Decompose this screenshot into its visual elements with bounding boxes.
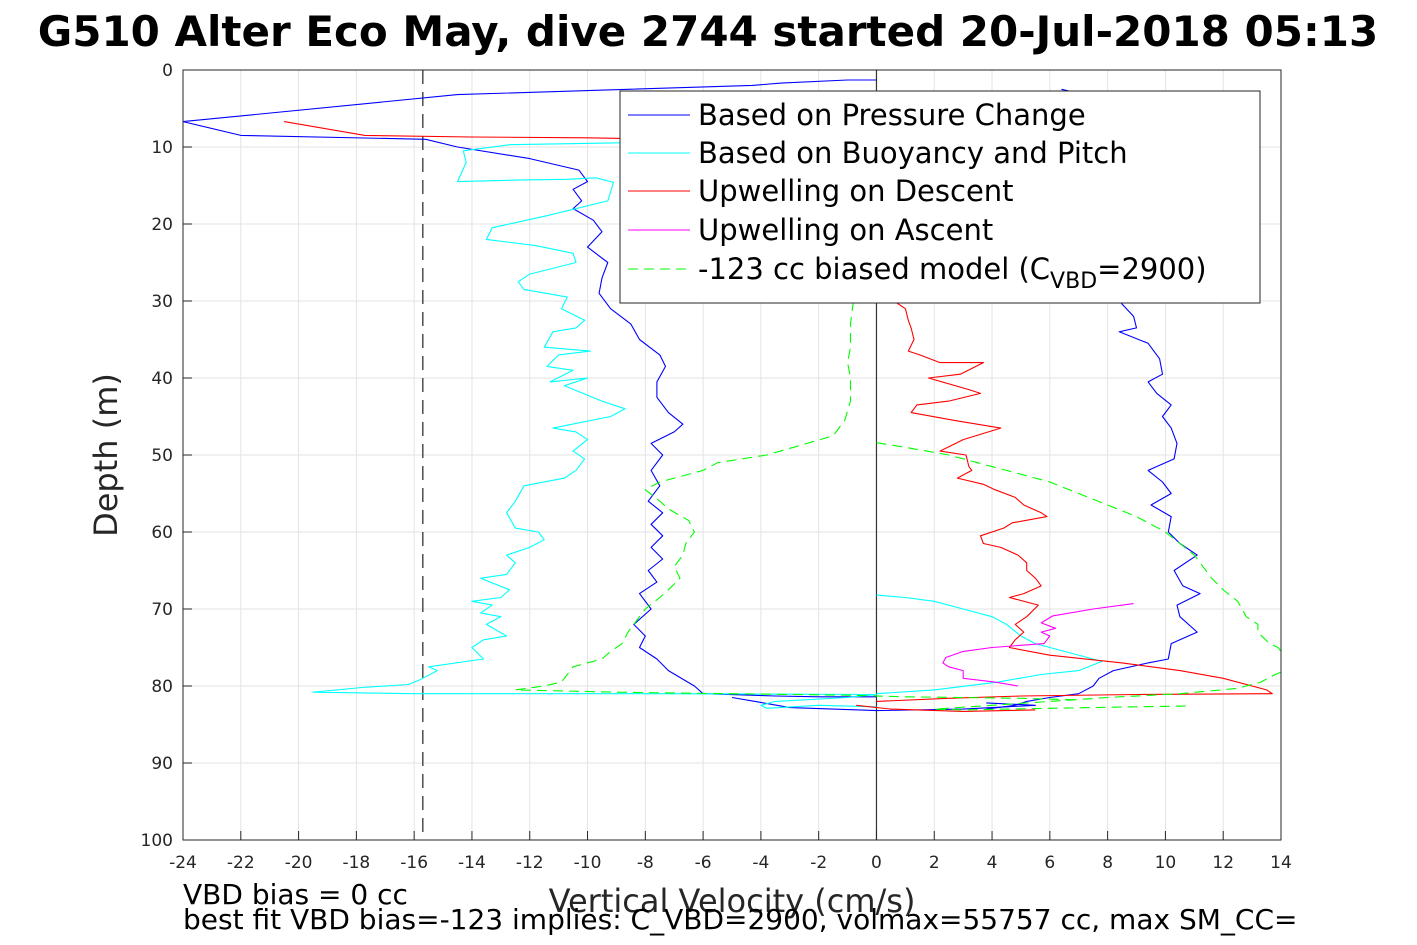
x-tick-label: 0 (871, 853, 882, 873)
legend-label-pressure: Based on Pressure Change (698, 98, 1086, 132)
x-tick-label: -16 (400, 853, 428, 873)
x-tick-label: -18 (342, 853, 370, 873)
y-tick-label: 50 (151, 446, 173, 466)
legend-label-upwelling-ascent: Upwelling on Ascent (698, 213, 993, 247)
x-tick-label: 14 (1270, 853, 1292, 873)
x-axis-label: Vertical Velocity (cm/s) (549, 882, 916, 920)
series-line (876, 594, 1103, 695)
legend-label-buoyancy: Based on Buoyancy and Pitch (698, 136, 1128, 170)
y-tick-label: 70 (151, 600, 173, 620)
series-group (182, 79, 1282, 712)
series-line (942, 603, 1134, 687)
y-tick-label: 40 (151, 369, 173, 389)
legend-box (619, 90, 1261, 304)
y-tick-label: 80 (151, 677, 173, 697)
x-tick-label: -10 (574, 853, 602, 873)
x-tick-label: -2 (810, 853, 827, 873)
x-tick-label: -14 (458, 853, 486, 873)
y-tick-label: 100 (141, 831, 173, 851)
y-tick-label: 30 (151, 292, 173, 312)
x-tick-label: 12 (1212, 853, 1234, 873)
series-line (876, 442, 1282, 652)
legend: Based on Pressure Change Based on Buoyan… (619, 90, 1261, 304)
x-tick-label: 4 (987, 853, 998, 873)
y-tick-label: 0 (162, 61, 173, 81)
y-tick-label: 60 (151, 523, 173, 543)
x-tick-label: -6 (695, 853, 712, 873)
y-tick-label: 90 (151, 754, 173, 774)
x-tick-label: -12 (516, 853, 544, 873)
legend-label-model: -123 cc biased model (CVBD=2900) (698, 252, 1207, 294)
series-line (182, 79, 877, 698)
x-tick-label: -4 (752, 853, 769, 873)
x-tick-label: -22 (227, 853, 255, 873)
y-tick-label: 20 (151, 215, 173, 235)
series-line (933, 671, 1282, 711)
y-axis-label: Depth (m) (87, 373, 125, 537)
series-line (986, 88, 1201, 710)
x-tick-label: -20 (285, 853, 313, 873)
series-line (284, 121, 675, 140)
legend-label-upwelling-descent: Upwelling on Descent (698, 174, 1014, 208)
x-tick-label: -8 (637, 853, 654, 873)
vbd-bias-note: VBD bias = 0 cc (183, 878, 408, 911)
x-tick-label: 6 (1044, 853, 1055, 873)
series-line (876, 300, 1273, 702)
best-fit-note: best fit VBD bias=-123 implies: C_VBD=29… (183, 903, 1297, 936)
x-tick-label: -24 (169, 853, 197, 873)
series-line (856, 704, 1036, 712)
x-tick-label: 10 (1155, 853, 1177, 873)
x-axis-ticks: -24 -22 -20 -18 -16 -14 -12 -10 -8 -6 -4 -2 0 2 4 6 8 10 1… (169, 831, 1292, 873)
series-line (312, 140, 878, 709)
chart-title: G510 Alter Eco May, dive 2744 started 20… (38, 7, 1378, 56)
series-line (514, 300, 1079, 701)
x-tick-label: 8 (1102, 853, 1113, 873)
y-axis-ticks: 0 10 20 30 40 50 60 70 80 90 100 (141, 61, 192, 851)
x-tick-label: 2 (929, 853, 940, 873)
y-tick-label: 10 (151, 138, 173, 158)
